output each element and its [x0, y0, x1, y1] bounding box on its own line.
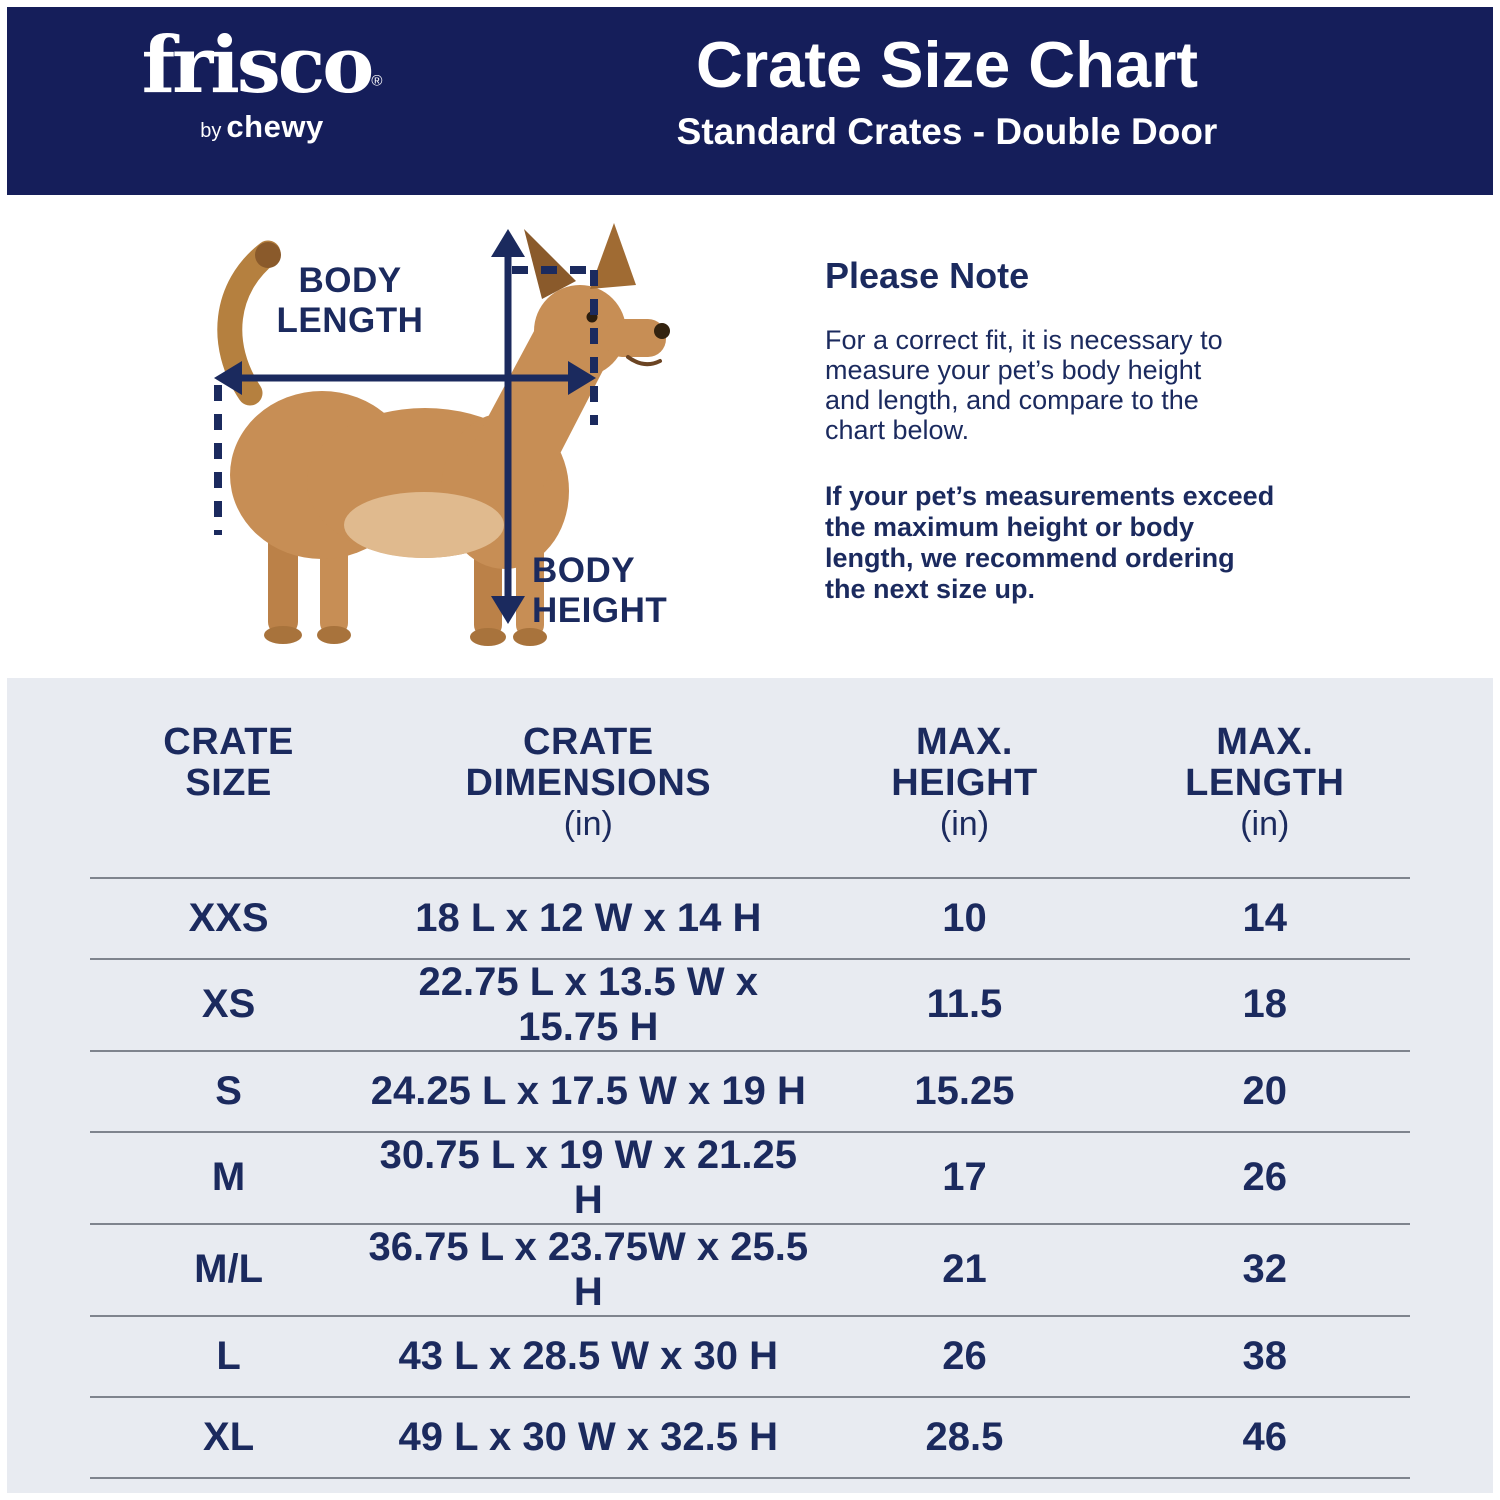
table-row: M/L 36.75 L x 23.75W x 25.5 H 21 32	[90, 1223, 1410, 1316]
measurement-arrows	[214, 229, 598, 624]
table-row: S 24.25 L x 17.5 W x 19 H 15.25 20	[90, 1050, 1410, 1132]
crate-dimensions-cell: 22.75 L x 13.5 W x 15.75 H	[418, 959, 759, 1049]
column-header-max-length: MAX. LENGTH (in)	[1185, 721, 1345, 844]
body-height-label: BODY HEIGHT	[532, 551, 668, 630]
table-row: XS 22.75 L x 13.5 W x 15.75 H 11.5 18	[90, 958, 1410, 1051]
max-height-cell: 17	[942, 1155, 987, 1200]
crate-size-cell: XL	[203, 1414, 255, 1459]
max-length-cell: 18	[1242, 982, 1288, 1027]
measurement-section: BODY LENGTH BODY HEIGHT Please Note For …	[0, 195, 1500, 678]
header: frisco® by chewy Crate Size Chart Standar…	[7, 7, 1493, 195]
crate-dimensions-cell: 36.75 L x 23.75W x 25.5 H	[368, 1224, 809, 1314]
note-emphasis: If your pet’s measurements exceed the ma…	[825, 481, 1275, 604]
crate-size-cell: XS	[201, 982, 256, 1027]
column-header-crate-size: CRATE SIZE	[163, 721, 294, 804]
max-height-cell: 28.5	[925, 1414, 1004, 1459]
page-subtitle: Standard Crates - Double Door	[676, 111, 1218, 153]
dog-illustration	[217, 223, 670, 646]
crate-size-cell: M	[211, 1155, 246, 1200]
max-length-cell: 38	[1242, 1333, 1288, 1378]
chewy-wordmark: chewy	[226, 109, 324, 144]
note-heading: Please Note	[825, 255, 1030, 296]
max-length-cell: 32	[1242, 1247, 1288, 1292]
crate-dimensions-cell: 30.75 L x 19 W x 21.25 H	[379, 1132, 797, 1222]
dog-diagram-graphic	[214, 223, 670, 646]
max-length-cell: 14	[1242, 895, 1288, 940]
body-length-label: BODY LENGTH	[276, 261, 424, 340]
frisco-logo: frisco® by chewy	[92, 27, 432, 145]
crate-dimensions-cell: 18 L x 12 W x 14 H	[415, 895, 762, 940]
column-header-max-height: MAX. HEIGHT (in)	[891, 721, 1038, 844]
max-height-cell: 10	[942, 895, 987, 940]
logo-by-text: by	[200, 120, 222, 142]
please-note: Please Note For a correct fit, it is nec…	[825, 255, 1405, 605]
crate-dimensions-cell: 43 L x 28.5 W x 30 H	[398, 1333, 779, 1378]
table-row: M 30.75 L x 19 W x 21.25 H 17 26	[90, 1131, 1410, 1224]
max-height-cell: 26	[942, 1333, 987, 1378]
max-length-cell: 46	[1242, 1414, 1288, 1459]
title-block: Crate Size Chart Standard Crates - Doubl…	[567, 28, 1327, 153]
frisco-wordmark: frisco	[141, 20, 375, 111]
max-length-cell: 20	[1242, 1068, 1288, 1113]
table-row: XL 49 L x 30 W x 32.5 H 28.5 46	[90, 1396, 1410, 1478]
crate-size-cell: XXS	[188, 895, 269, 940]
max-height-cell: 11.5	[926, 982, 1003, 1027]
table-row: L 43 L x 28.5 W x 30 H 26 38	[90, 1315, 1410, 1397]
max-height-cell: 21	[942, 1247, 987, 1292]
note-body: For a correct fit, it is necessary to me…	[825, 325, 1223, 445]
size-table-section: CRATE SIZE CRATE DIMENSIONS (in) MAX. HE…	[7, 678, 1493, 1493]
page-title: Crate Size Chart	[695, 28, 1199, 101]
crate-size-cell: M/L	[194, 1247, 264, 1292]
crate-size-cell: L	[216, 1333, 241, 1378]
crate-size-cell: S	[215, 1068, 242, 1113]
table-row: XXS 18 L x 12 W x 14 H 10 14	[90, 877, 1410, 959]
table-header-row: CRATE SIZE CRATE DIMENSIONS (in) MAX. HE…	[90, 722, 1410, 878]
crate-size-table: CRATE SIZE CRATE DIMENSIONS (in) MAX. HE…	[90, 722, 1410, 1479]
crate-dimensions-cell: 24.25 L x 17.5 W x 19 H	[370, 1068, 806, 1113]
max-length-cell: 26	[1242, 1155, 1288, 1200]
registered-trademark: ®	[371, 72, 383, 90]
dog-measurement-diagram: BODY LENGTH BODY HEIGHT	[180, 213, 800, 665]
column-header-crate-dimensions: CRATE DIMENSIONS (in)	[465, 721, 712, 844]
max-height-cell: 15.25	[914, 1068, 1015, 1113]
crate-dimensions-cell: 49 L x 30 W x 32.5 H	[398, 1414, 779, 1459]
